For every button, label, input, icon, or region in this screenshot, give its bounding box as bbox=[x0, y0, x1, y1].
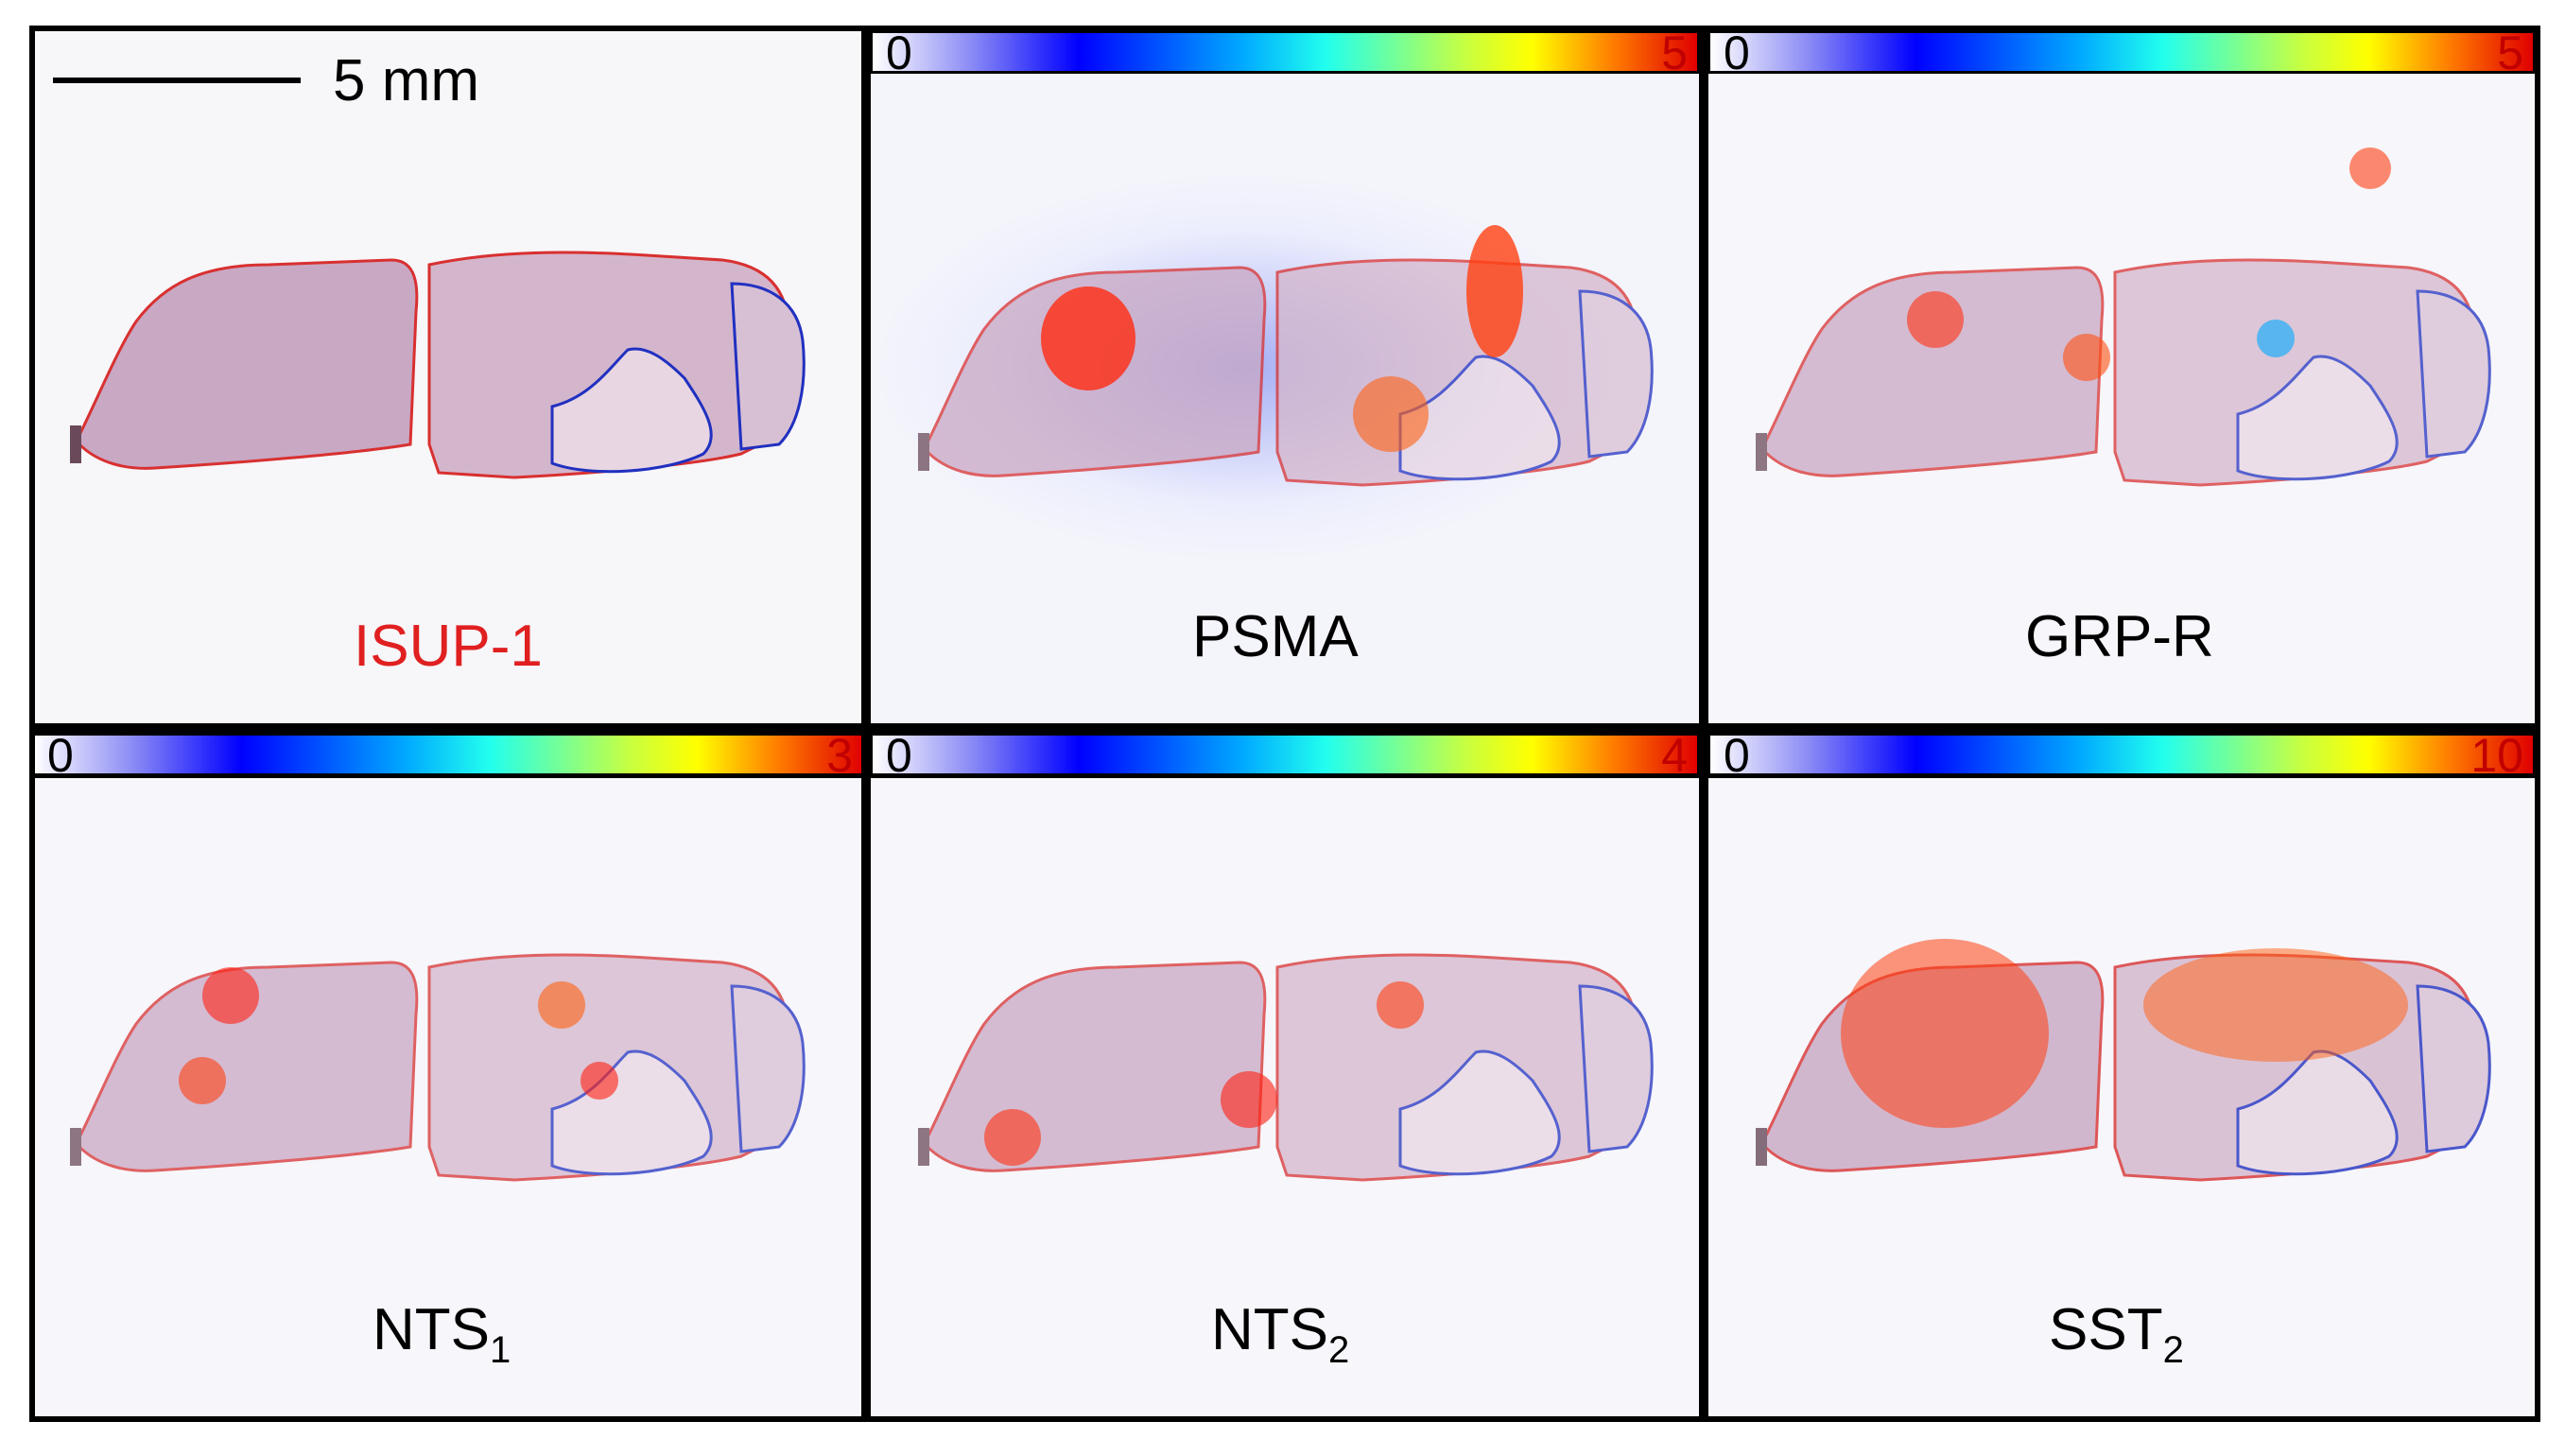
nts2-cbar-min: 0 bbox=[886, 729, 912, 782]
scale-bar bbox=[53, 78, 301, 83]
nts2-cbar-max: 4 bbox=[1661, 729, 1688, 782]
nts2-label-sub: 2 bbox=[1328, 1329, 1350, 1371]
nts1-label-sub: 1 bbox=[490, 1329, 511, 1371]
sst2-tissue-image bbox=[1754, 939, 2491, 1182]
psma-panel: PSMA bbox=[871, 74, 1699, 726]
grpr-cbar-min: 0 bbox=[1724, 26, 1750, 79]
sst2-label-main: SST bbox=[2049, 1297, 2163, 1362]
sst2-label-sub: 2 bbox=[2162, 1329, 2184, 1371]
psma-tissue-image bbox=[916, 225, 1654, 487]
nts1-cbar-max: 3 bbox=[826, 729, 853, 782]
psma-cbar-min: 0 bbox=[886, 26, 912, 79]
he-label: ISUP-1 bbox=[354, 614, 543, 679]
sst2-cbar-min: 0 bbox=[1724, 729, 1750, 782]
sst2-cbar-max: 10 bbox=[2470, 729, 2523, 782]
nts1-label-main: NTS bbox=[373, 1297, 490, 1362]
nts1-cbar-min: 0 bbox=[47, 729, 74, 782]
scale-bar-label: 5 mm bbox=[333, 48, 479, 113]
nts1-label: NTS1 bbox=[373, 1296, 511, 1372]
nts2-label: NTS2 bbox=[1211, 1296, 1349, 1372]
sst2-colorbar: 0 10 bbox=[1706, 729, 2538, 782]
grpr-label: GRP-R bbox=[2025, 604, 2214, 669]
nts1-tissue-image bbox=[68, 953, 806, 1182]
nts1-colorbar: 0 3 bbox=[29, 729, 867, 782]
nts1-panel: NTS1 bbox=[32, 778, 864, 1417]
grpr-cbar-max: 5 bbox=[2497, 26, 2523, 79]
grpr-panel: GRP-R bbox=[1708, 74, 2535, 726]
psma-cbar-max: 5 bbox=[1661, 26, 1688, 79]
grpr-colorbar: 0 5 bbox=[1706, 26, 2538, 79]
nts2-panel: NTS2 bbox=[871, 778, 1699, 1417]
sst2-label: SST2 bbox=[2049, 1296, 2184, 1372]
grpr-tissue-image bbox=[1754, 147, 2491, 487]
he-panel: 5 mm ISUP-1 bbox=[32, 28, 864, 726]
psma-label: PSMA bbox=[1192, 604, 1359, 669]
nts2-colorbar: 0 4 bbox=[868, 729, 1702, 782]
nts2-tissue-image bbox=[916, 953, 1654, 1182]
sst2-panel: SST2 bbox=[1708, 778, 2535, 1417]
nts2-label-main: NTS bbox=[1211, 1297, 1328, 1362]
psma-colorbar: 0 5 bbox=[868, 26, 1702, 79]
